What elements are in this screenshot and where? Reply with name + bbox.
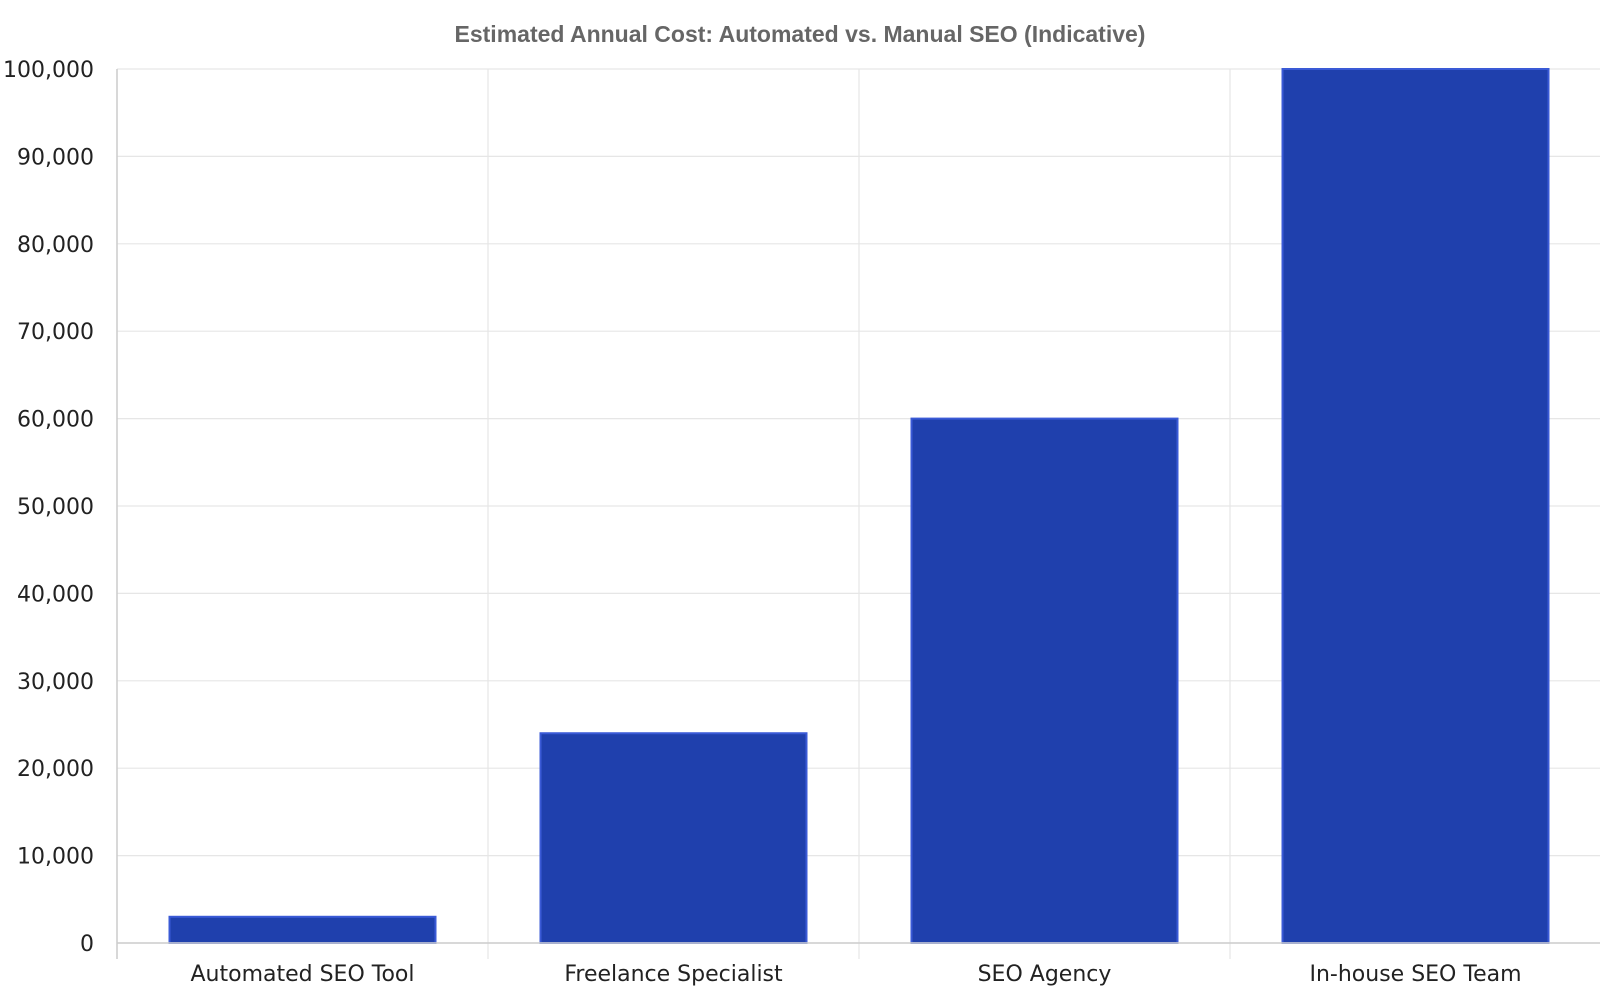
x-tick-label: In-house SEO Team bbox=[1309, 962, 1521, 987]
y-tick-label: 80,000 bbox=[17, 233, 94, 258]
y-tick-label: 70,000 bbox=[17, 320, 94, 345]
bar[interactable]: SEO Agency bbox=[910, 417, 1179, 945]
y-tick-label: 60,000 bbox=[17, 408, 94, 433]
y-tick-label: 20,000 bbox=[17, 757, 94, 782]
bar-layer: Automated SEO Tool Freelance Specialist SE… bbox=[168, 68, 1550, 945]
x-tick-label: SEO Agency bbox=[978, 962, 1112, 987]
y-tick-label: 50,000 bbox=[17, 495, 94, 520]
y-tick-label: 0 bbox=[80, 932, 94, 957]
y-tick-label: 30,000 bbox=[17, 670, 94, 695]
axis-layer bbox=[116, 69, 1600, 959]
y-tick-label: 40,000 bbox=[17, 582, 94, 607]
chart-title: Estimated Annual Cost: Automated vs. Man… bbox=[455, 21, 1146, 47]
label-layer: 0 10,000 20,000 30,000 40,000 50,000 60,000 70,… bbox=[3, 58, 1522, 987]
y-tick-label: 90,000 bbox=[17, 145, 94, 170]
x-tick-label: Freelance Specialist bbox=[564, 962, 783, 987]
bar[interactable]: Automated SEO Tool bbox=[168, 915, 437, 945]
x-tick-label: Automated SEO Tool bbox=[190, 962, 414, 987]
y-tick-label: 100,000 bbox=[3, 58, 94, 83]
bar[interactable]: In-house SEO Team bbox=[1281, 68, 1550, 944]
bar[interactable]: Freelance Specialist bbox=[539, 732, 808, 944]
y-tick-label: 10,000 bbox=[17, 845, 94, 870]
